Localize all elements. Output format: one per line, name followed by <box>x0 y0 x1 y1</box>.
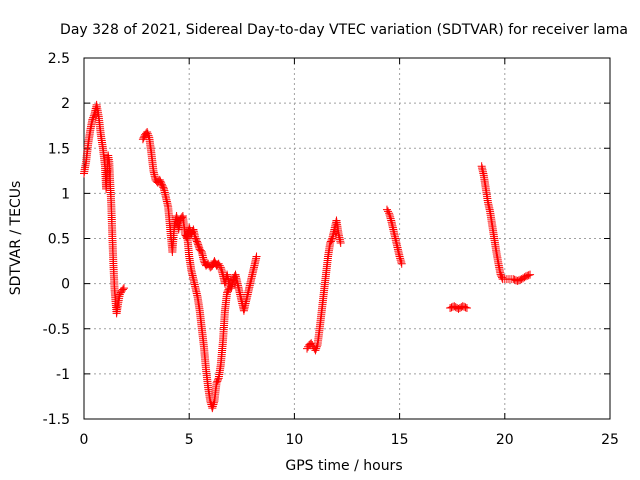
data-point <box>462 303 471 312</box>
axis-ticks: 0 5 10 15 20 25 -1.5 -1 -0.5 0 0.5 1 1.5 2 2.5 <box>43 51 619 448</box>
data-point <box>395 252 404 261</box>
data-point <box>208 402 217 411</box>
data-point <box>336 239 345 248</box>
data-point <box>118 285 127 294</box>
y-tick-label: 0 <box>61 277 70 293</box>
y-tick-label: -1.5 <box>43 412 70 428</box>
data-point <box>224 285 233 294</box>
data-point <box>386 214 395 223</box>
x-tick-label: 10 <box>285 432 303 448</box>
y-axis-title: SDTVAR / TECUs <box>8 181 24 296</box>
data-point <box>143 128 152 137</box>
data-point <box>397 257 406 266</box>
data-point <box>526 270 535 279</box>
data-point <box>396 254 405 263</box>
x-axis-title: GPS time / hours <box>285 458 402 474</box>
data-point <box>303 344 312 353</box>
data-point <box>386 212 395 221</box>
data-point <box>213 375 222 384</box>
data-point <box>159 183 168 192</box>
chart-title: Day 328 of 2021, Sidereal Day-to-day VTE… <box>60 22 628 38</box>
y-tick-label: 1.5 <box>48 141 70 157</box>
data-point <box>214 259 223 268</box>
y-tick-label: -0.5 <box>43 322 70 338</box>
data-point <box>115 290 124 299</box>
y-tick-label: 0.5 <box>48 232 70 248</box>
data-point <box>225 284 234 293</box>
x-tick-label: 5 <box>185 432 194 448</box>
data-point <box>119 284 128 293</box>
data-point <box>89 113 98 122</box>
data-points <box>80 100 535 413</box>
data-point <box>524 271 533 280</box>
x-tick-label: 0 <box>80 432 89 448</box>
y-tick-label: 1 <box>61 186 70 202</box>
data-point <box>311 346 320 355</box>
data-point <box>312 342 321 351</box>
x-tick-label: 20 <box>496 432 514 448</box>
data-point <box>218 268 227 277</box>
data-point <box>312 344 321 353</box>
data-point <box>461 303 470 312</box>
data-point <box>215 261 224 270</box>
data-point <box>209 398 218 407</box>
data-point <box>397 259 406 268</box>
data-point <box>217 265 226 274</box>
y-tick-label: 2 <box>61 96 70 112</box>
y-tick-label: 2.5 <box>48 51 70 67</box>
data-point <box>385 211 394 220</box>
data-point <box>252 252 261 261</box>
data-point <box>143 129 152 138</box>
data-point <box>88 115 97 124</box>
data-point <box>382 205 391 214</box>
data-point <box>216 263 225 272</box>
x-tick-label: 25 <box>601 432 619 448</box>
data-point <box>396 256 405 265</box>
data-point <box>217 266 226 275</box>
data-point <box>208 404 217 413</box>
data-point <box>384 207 393 216</box>
x-tick-label: 15 <box>391 432 409 448</box>
data-point <box>209 400 218 409</box>
data-point <box>327 236 336 245</box>
y-tick-label: -1 <box>56 367 70 383</box>
data-point <box>144 131 153 140</box>
data-point <box>385 209 394 218</box>
data-point <box>89 111 98 120</box>
